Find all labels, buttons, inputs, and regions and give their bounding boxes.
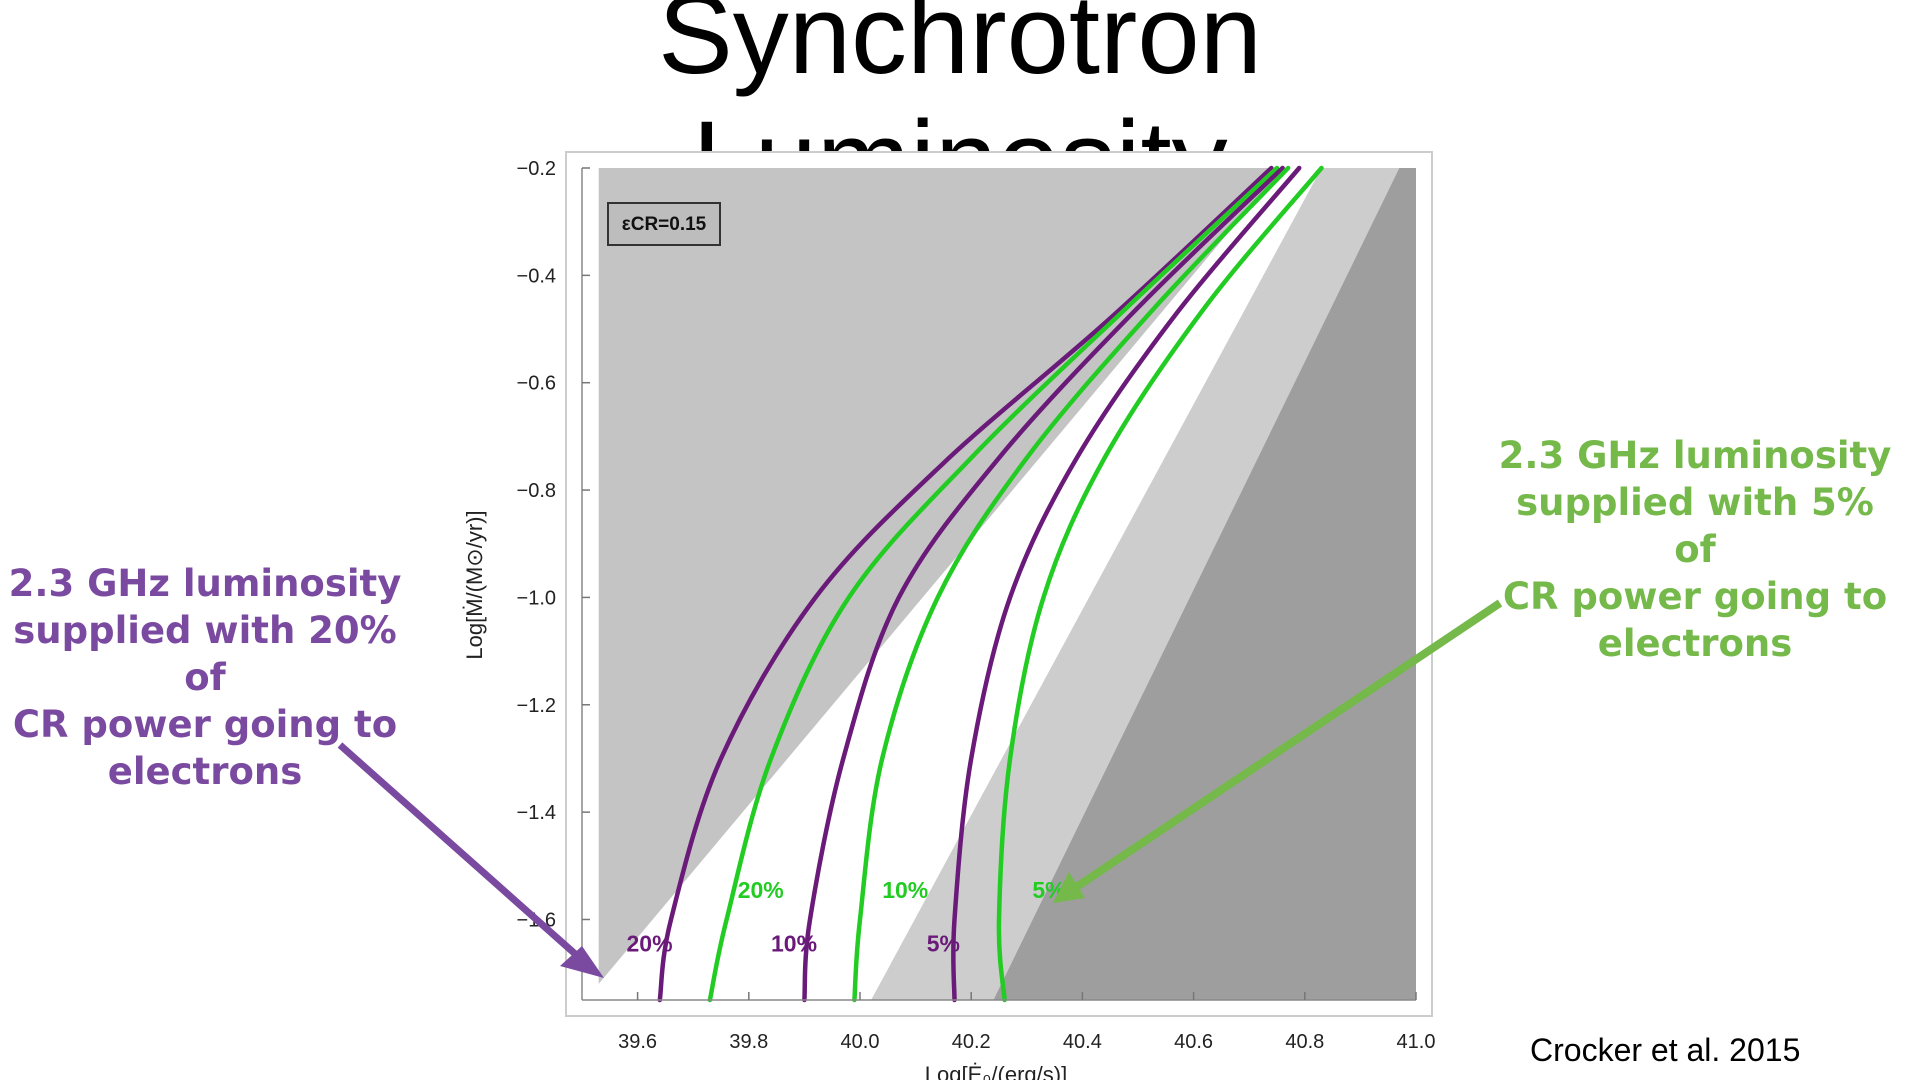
y-tick-label: −1.0 (517, 587, 556, 609)
inset-legend-box (607, 202, 721, 246)
series-line-5 (951, 165, 1302, 1003)
y-tick-label: −1.2 (517, 695, 556, 717)
y-tick-label: −0.8 (517, 480, 556, 502)
inset-legend-label: εCR=0.15 (622, 214, 707, 235)
shaded-region-2 (871, 168, 1400, 1000)
y-axis-label: Log[Ṁ/(M⊙/yr)] (462, 510, 487, 659)
inset-legend: εCR=0.15 (607, 202, 721, 246)
left-annotation-line: 2.3 GHz luminosity (8, 562, 402, 605)
right-annotation-line: supplied with 5% of (1516, 481, 1874, 571)
curve-label-1: 20% (627, 931, 673, 957)
arrow-left (337, 742, 604, 978)
x-tick-label: 39.6 (618, 1031, 657, 1053)
right-annotation: 2.3 GHz luminosity supplied with 5% of C… (1490, 432, 1900, 667)
arrow-left-head (560, 946, 604, 978)
arrow-left-shaft (337, 742, 585, 963)
shaded-region-1 (598, 168, 1283, 984)
shaded-region-3 (993, 168, 1416, 1000)
right-annotation-line: 2.3 GHz luminosity (1498, 434, 1892, 477)
series-line-2 (707, 165, 1280, 1003)
series-line-3 (802, 165, 1285, 1003)
arrow-right-shaft (1072, 599, 1503, 892)
x-tick-label: 40.8 (1285, 1031, 1324, 1053)
x-tick-label: 40.6 (1174, 1031, 1213, 1053)
curve-label-3: 10% (771, 931, 817, 957)
y-tick-label: −0.6 (517, 373, 556, 395)
x-tick-label: 40.0 (841, 1031, 880, 1053)
left-annotation: 2.3 GHz luminosity supplied with 20% of … (0, 560, 410, 795)
x-tick-label: 40.2 (952, 1031, 991, 1053)
x-axis-label: Log[Ė₀/(erg/s)] (925, 1062, 1067, 1080)
x-tick-label: 39.8 (729, 1031, 768, 1053)
curve-label-5: 5% (927, 931, 960, 957)
citation: Crocker et al. 2015 (1530, 1032, 1801, 1068)
title-line-1: Synchrotron (658, 0, 1262, 97)
left-annotation-line: CR power going to (12, 703, 398, 746)
y-tick-label: −1.4 (517, 802, 556, 824)
right-annotation-line: electrons (1597, 622, 1793, 665)
x-tick-label: 40.4 (1063, 1031, 1102, 1053)
curve-label-4: 10% (882, 877, 928, 903)
y-tick-label: −0.4 (517, 265, 556, 287)
left-annotation-line: electrons (107, 750, 303, 793)
x-tick-label: 41.0 (1397, 1031, 1436, 1053)
arrow-right-head (1053, 872, 1085, 903)
curve-label-2: 20% (738, 877, 784, 903)
y-tick-label: −0.2 (517, 158, 556, 180)
left-annotation-line: supplied with 20% of (13, 609, 397, 699)
series-line-6 (996, 165, 1324, 1003)
series-line-1 (657, 165, 1274, 1003)
right-annotation-line: CR power going to (1502, 575, 1888, 618)
arrow-right (1053, 599, 1503, 903)
series-line-4 (852, 165, 1291, 1003)
